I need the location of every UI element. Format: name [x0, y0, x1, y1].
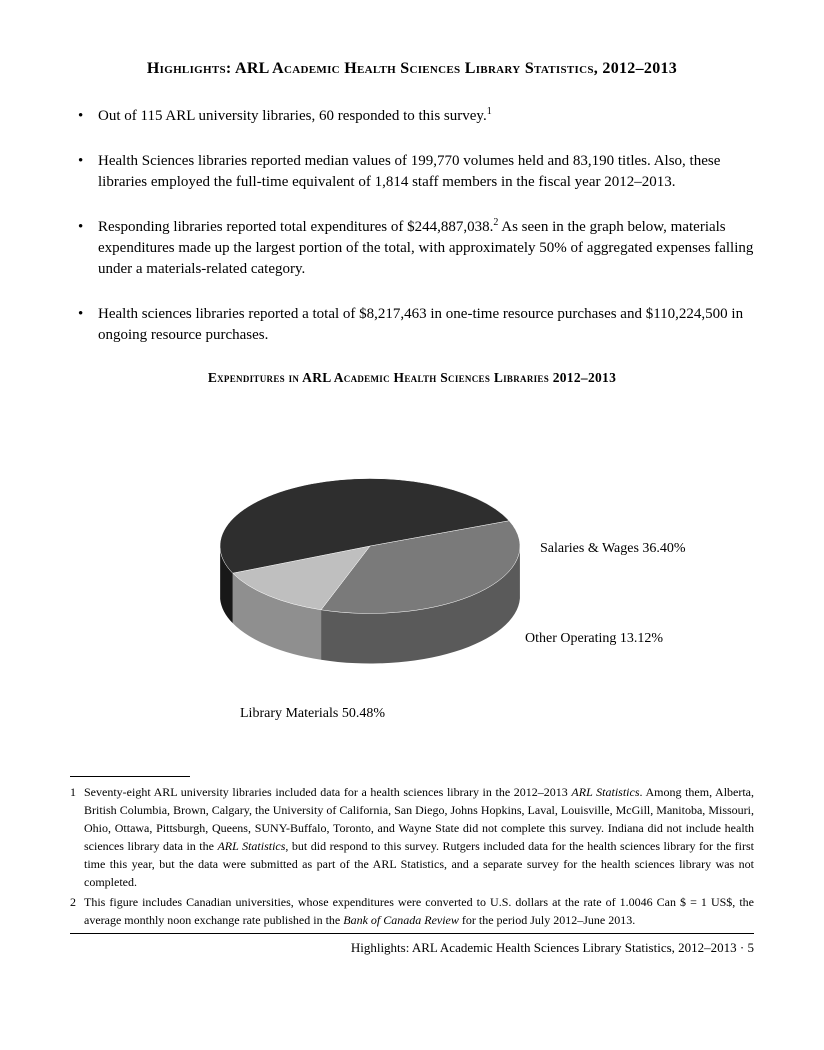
chart-title: Expenditures in ARL Academic Health Scie… — [70, 370, 754, 386]
pie-slice-label: Salaries & Wages 36.40% — [540, 541, 686, 557]
bullet-list: Out of 115 ARL university libraries, 60 … — [70, 106, 754, 346]
bullet-item: Health sciences libraries reported a tot… — [70, 304, 754, 346]
footnote-number: 1 — [70, 783, 84, 891]
bullet-text: Out of 115 ARL university libraries, 60 … — [98, 108, 487, 124]
bullet-text: Health sciences libraries reported a tot… — [98, 306, 743, 343]
bullet-item: Responding libraries reported total expe… — [70, 217, 754, 280]
footnote-item: 2This figure includes Canadian universit… — [70, 893, 754, 929]
bullet-item: Health Sciences libraries reported media… — [70, 151, 754, 193]
bullet-item: Out of 115 ARL university libraries, 60 … — [70, 106, 754, 127]
bottom-rule — [70, 933, 754, 934]
footnote-text: Seventy-eight ARL university libraries i… — [84, 783, 754, 891]
footnote-number: 2 — [70, 893, 84, 929]
pie-chart: Salaries & Wages 36.40% Other Operating 1… — [70, 406, 754, 746]
footnote-ref: 1 — [487, 106, 492, 117]
bullet-text: Responding libraries reported total expe… — [98, 219, 493, 235]
footnote-rule — [70, 776, 190, 777]
page-footer: Highlights: ARL Academic Health Sciences… — [70, 940, 754, 956]
footnote-item: 1Seventy-eight ARL university libraries … — [70, 783, 754, 891]
pie-slice-label: Other Operating 13.12% — [525, 631, 663, 647]
footnote-text: This figure includes Canadian universiti… — [84, 893, 754, 929]
page-title: Highlights: ARL Academic Health Sciences… — [70, 60, 754, 78]
pie-chart-svg — [70, 406, 754, 746]
document-page: Highlights: ARL Academic Health Sciences… — [0, 0, 824, 1050]
bullet-text: Health Sciences libraries reported media… — [98, 153, 720, 190]
footnotes: 1Seventy-eight ARL university libraries … — [70, 783, 754, 929]
pie-slice-label: Library Materials 50.48% — [240, 706, 385, 722]
